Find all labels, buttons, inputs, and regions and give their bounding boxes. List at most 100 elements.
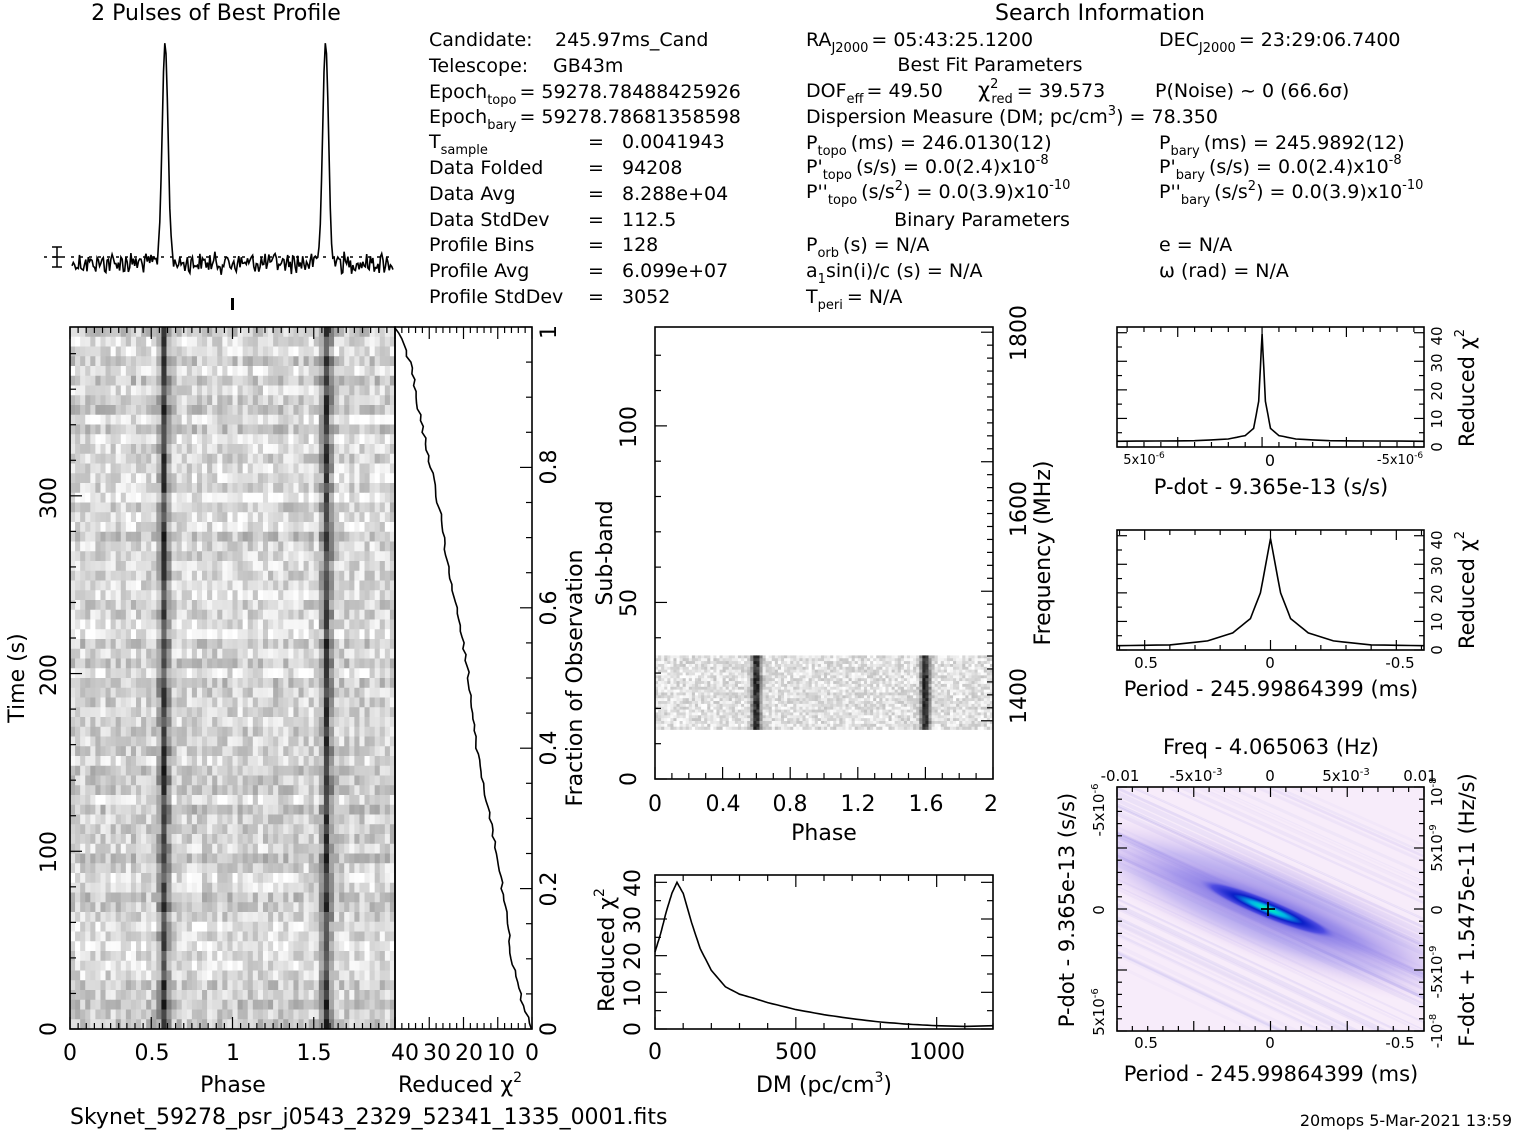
tp-cell: [181, 375, 188, 386]
tp-cell: [237, 366, 243, 377]
tp-cell: [328, 648, 335, 659]
tp-cell: [359, 746, 365, 757]
tp-cell: [252, 405, 259, 416]
tp-cell: [384, 541, 391, 552]
tp-cell: [288, 405, 294, 416]
tp-cell: [217, 863, 223, 874]
tp-cell: [334, 648, 340, 659]
tp-cell: [354, 853, 360, 864]
tp-cell: [115, 541, 122, 552]
tp-cell: [110, 424, 117, 435]
tp-cell: [186, 843, 193, 854]
tp-cell: [273, 687, 279, 698]
tp-cell: [207, 658, 213, 669]
tp-cell: [359, 697, 365, 708]
tsample-value: 0.0041943: [622, 131, 725, 153]
tp-cell: [181, 853, 188, 864]
sb-cell: [802, 655, 806, 659]
tp-cell: [268, 785, 274, 796]
tp-cell: [161, 843, 167, 854]
tp-cell: [384, 639, 391, 650]
tp-cell: [237, 405, 243, 416]
tp-cell: [90, 531, 96, 542]
tp-cell: [308, 531, 315, 542]
tp-cell: [85, 804, 91, 815]
tp-cell: [202, 931, 208, 942]
tp-cell: [75, 395, 81, 406]
tp-cell: [186, 619, 193, 630]
sb-cell: [876, 655, 880, 659]
tp-cell: [110, 356, 117, 367]
tp-cell: [374, 453, 381, 464]
tp-cell: [130, 834, 137, 845]
tp-cell: [80, 561, 86, 572]
tp-cell: [186, 921, 193, 932]
tp-cell: [313, 785, 320, 796]
tp-cell: [298, 834, 304, 845]
tp-cell: [257, 746, 264, 757]
tp-cell: [161, 980, 167, 991]
tp-cell: [212, 336, 218, 347]
tp-cell: [268, 541, 274, 552]
tp-cell: [308, 366, 315, 377]
tp-cell: [257, 639, 264, 650]
tp-cell: [151, 619, 157, 630]
tp-cell: [232, 678, 238, 689]
tp-cell: [156, 785, 162, 796]
tp-cell: [75, 697, 81, 708]
tp-cell: [80, 999, 86, 1010]
tp-cell: [80, 1009, 86, 1020]
tp-cell: [166, 765, 172, 776]
tp-cell: [364, 834, 370, 845]
tp-cell: [242, 814, 249, 825]
tp-cell: [232, 356, 238, 367]
sb-cell: [713, 658, 717, 662]
tp-cell: [268, 629, 274, 640]
tp-cell: [151, 405, 157, 416]
tp-cell: [232, 921, 238, 932]
tp-cell: [278, 843, 284, 854]
tp-cell: [257, 395, 264, 406]
tp-cell: [136, 678, 142, 689]
tp-cell: [379, 590, 386, 601]
tp-cell: [156, 717, 162, 728]
tp-cell: [186, 853, 193, 864]
tp-cell: [222, 414, 228, 425]
tp-cell: [141, 795, 147, 806]
tp-cell: [100, 1019, 106, 1030]
tp-cell: [389, 453, 396, 464]
tp-cell: [130, 385, 137, 396]
tp-cell: [318, 980, 325, 991]
sb-cell: [922, 655, 926, 659]
tp-cell: [308, 678, 315, 689]
tp-cell: [339, 951, 345, 962]
tp-cell: [308, 414, 315, 425]
tp-cell: [227, 668, 233, 679]
tp-cell: [364, 444, 370, 455]
tp-cell: [374, 960, 381, 971]
tp-cell: [283, 424, 289, 435]
tp-cell: [247, 483, 254, 494]
tp-cell: [202, 736, 208, 747]
tp-cell: [379, 463, 386, 474]
tp-cell: [110, 668, 117, 679]
tp-cell: [268, 814, 274, 825]
tp-cell: [273, 814, 279, 825]
tp-cell: [222, 327, 228, 338]
tp-cell: [369, 717, 375, 728]
tp-cell: [212, 629, 218, 640]
tp-cell: [110, 600, 117, 611]
tp-cell: [227, 629, 233, 640]
sb-cell: [694, 655, 699, 659]
tp-cell: [268, 795, 274, 806]
tp-cell: [268, 970, 274, 981]
tp-cell: [130, 434, 137, 445]
tp-cell: [110, 736, 117, 747]
tp-cell: [339, 843, 345, 854]
tp-cell: [384, 414, 391, 425]
tp-cell: [247, 414, 254, 425]
tp-cell: [339, 658, 345, 669]
tp-cell: [166, 853, 172, 864]
tp-cell: [247, 346, 254, 357]
tp-cell: [288, 1019, 294, 1030]
